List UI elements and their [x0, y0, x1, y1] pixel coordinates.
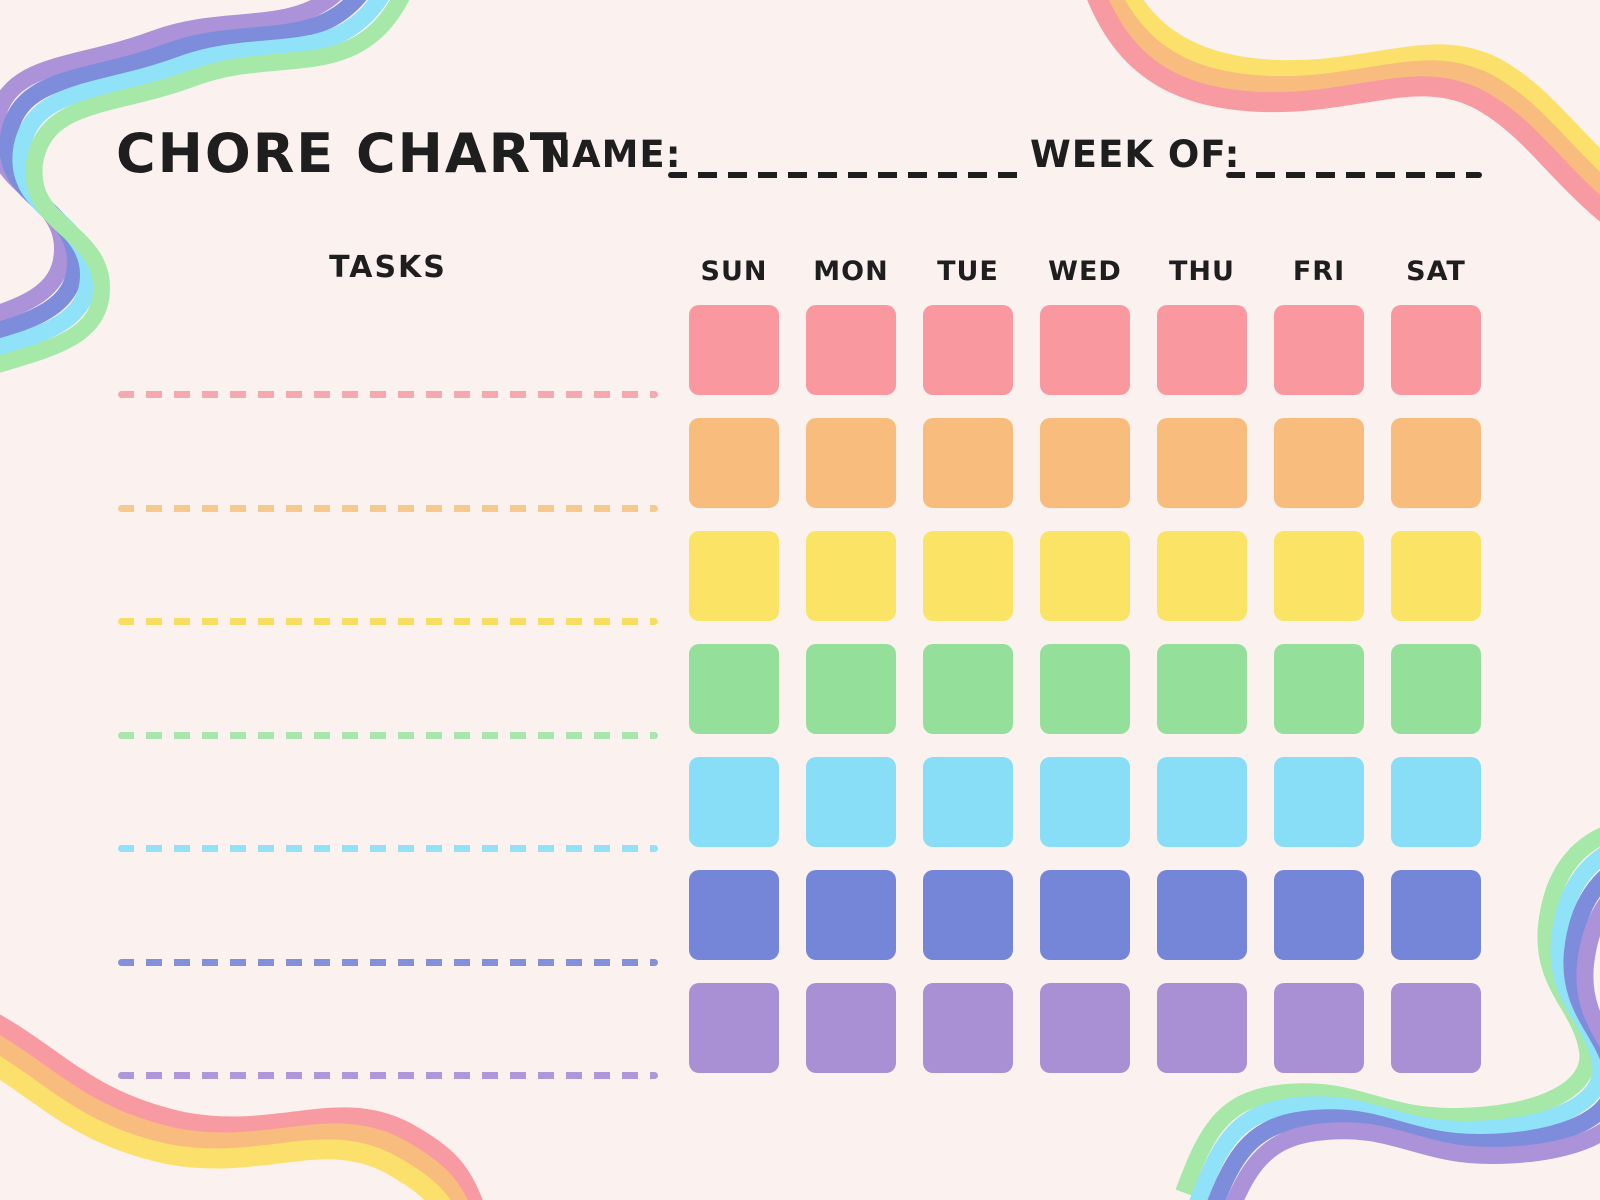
week-of-label: WEEK OF: [1030, 133, 1241, 176]
ribbon-band-periwinkle-icon [1207, 870, 1600, 1200]
chore-cell-row-yellow-sat[interactable] [1391, 531, 1481, 621]
chore-cell-row-blue-sun[interactable] [689, 870, 779, 960]
chore-cell-row-sky-thu[interactable] [1157, 757, 1247, 847]
chore-cell-row-purple-sat[interactable] [1391, 983, 1481, 1073]
task-fill-in-line-row-blue[interactable] [118, 958, 658, 966]
chore-cell-row-purple-fri[interactable] [1274, 983, 1364, 1073]
ribbon-band-pink-icon [0, 1014, 483, 1200]
chore-cell-row-blue-mon[interactable] [806, 870, 896, 960]
chore-cell-row-blue-sat[interactable] [1391, 870, 1481, 960]
ribbon-band-orange-icon [1102, 0, 1600, 199]
chore-cell-row-sky-wed[interactable] [1040, 757, 1130, 847]
chore-cell-row-red-sat[interactable] [1391, 305, 1481, 395]
chore-cell-row-sky-sat[interactable] [1391, 757, 1481, 847]
rainbow-ribbon-top-left [0, 0, 410, 373]
chore-grid [689, 305, 1481, 1073]
day-header-mon: MON [813, 256, 889, 287]
chore-cell-row-green-wed[interactable] [1040, 644, 1130, 734]
chore-cell-row-red-sun[interactable] [689, 305, 779, 395]
chore-cell-row-sky-mon[interactable] [806, 757, 896, 847]
chore-cell-row-green-sat[interactable] [1391, 644, 1481, 734]
chore-cell-row-green-fri[interactable] [1274, 644, 1364, 734]
chore-cell-row-orange-thu[interactable] [1157, 418, 1247, 508]
ribbon-band-sky-icon [0, 0, 389, 356]
chore-cell-row-green-mon[interactable] [806, 644, 896, 734]
chore-cell-row-purple-mon[interactable] [806, 983, 896, 1073]
chore-cell-row-yellow-mon[interactable] [806, 531, 896, 621]
ribbon-band-purple-icon [1225, 898, 1600, 1200]
chore-cell-row-blue-fri[interactable] [1274, 870, 1364, 960]
ribbon-band-yellow-icon [0, 1056, 451, 1200]
name-label: NAME: [540, 133, 682, 176]
ribbon-band-purple-icon [0, 0, 341, 322]
chore-cell-row-orange-tue[interactable] [923, 418, 1013, 508]
task-fill-in-line-row-yellow[interactable] [118, 618, 658, 625]
chore-cell-row-blue-thu[interactable] [1157, 870, 1247, 960]
chore-cell-row-purple-wed[interactable] [1040, 983, 1130, 1073]
ribbon-band-periwinkle-icon [0, 0, 367, 339]
chore-cell-row-blue-wed[interactable] [1040, 870, 1130, 960]
task-fill-in-line-row-green[interactable] [118, 731, 658, 739]
ribbon-band-yellow-icon [1119, 0, 1600, 176]
chore-cell-row-yellow-thu[interactable] [1157, 531, 1247, 621]
chore-cell-row-sky-sun[interactable] [689, 757, 779, 847]
day-header-wed: WED [1048, 256, 1122, 287]
tasks-column-header: TASKS [329, 250, 447, 285]
week-of-fill-in-line[interactable] [1226, 172, 1482, 178]
chore-cell-row-green-thu[interactable] [1157, 644, 1247, 734]
chore-cell-row-purple-sun[interactable] [689, 983, 779, 1073]
chore-cell-row-red-wed[interactable] [1040, 305, 1130, 395]
day-header-thu: THU [1169, 256, 1235, 287]
chore-cell-row-sky-fri[interactable] [1274, 757, 1364, 847]
chore-cell-row-yellow-sun[interactable] [689, 531, 779, 621]
rainbow-ribbon-bottom-right [1175, 827, 1600, 1200]
ribbon-band-sky-icon [1189, 847, 1600, 1200]
chore-cell-row-yellow-wed[interactable] [1040, 531, 1130, 621]
chore-cell-row-orange-sun[interactable] [689, 418, 779, 508]
chore-cell-row-blue-tue[interactable] [923, 870, 1013, 960]
ribbon-band-pink-icon [1087, 0, 1600, 222]
day-header-tue: TUE [937, 256, 999, 287]
day-header-fri: FRI [1292, 256, 1346, 287]
chore-cell-row-red-mon[interactable] [806, 305, 896, 395]
day-header-sat: SAT [1406, 256, 1466, 287]
task-fill-in-line-row-red[interactable] [118, 391, 658, 398]
chore-cell-row-red-thu[interactable] [1157, 305, 1247, 395]
chore-cell-row-orange-mon[interactable] [806, 418, 896, 508]
chore-cell-row-orange-sat[interactable] [1391, 418, 1481, 508]
chore-cell-row-purple-thu[interactable] [1157, 983, 1247, 1073]
rainbow-ribbon-top-right [1087, 0, 1600, 222]
day-header-row: SUN MON TUE WED THU FRI SAT [689, 256, 1481, 287]
ribbon-band-green-icon [1175, 827, 1600, 1196]
chore-cell-row-orange-wed[interactable] [1040, 418, 1130, 508]
chore-cell-row-green-sun[interactable] [689, 644, 779, 734]
day-header-sun: SUN [700, 256, 768, 287]
task-fill-in-line-row-sky[interactable] [118, 845, 658, 852]
chore-cell-row-red-tue[interactable] [923, 305, 1013, 395]
task-fill-in-line-row-orange[interactable] [118, 504, 658, 512]
ribbon-band-orange-icon [0, 1035, 468, 1200]
name-fill-in-line[interactable] [668, 172, 1020, 178]
chore-cell-row-green-tue[interactable] [923, 644, 1013, 734]
task-lines-column [118, 0, 658, 1200]
ribbon-band-green-icon [0, 0, 410, 373]
task-fill-in-line-row-purple[interactable] [118, 1072, 658, 1079]
page-title: CHORE CHART [116, 122, 569, 185]
chore-cell-row-sky-tue[interactable] [923, 757, 1013, 847]
chore-cell-row-yellow-fri[interactable] [1274, 531, 1364, 621]
chore-cell-row-orange-fri[interactable] [1274, 418, 1364, 508]
chore-cell-row-red-fri[interactable] [1274, 305, 1364, 395]
rainbow-ribbon-bottom-left [0, 1014, 483, 1200]
chore-cell-row-purple-tue[interactable] [923, 983, 1013, 1073]
chore-cell-row-yellow-tue[interactable] [923, 531, 1013, 621]
